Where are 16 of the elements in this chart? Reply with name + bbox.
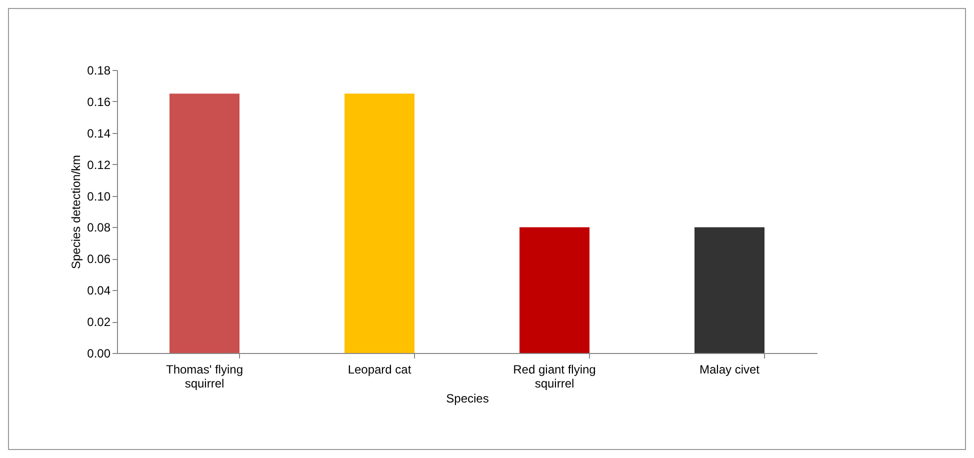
x-tick-label: Leopard cat (348, 362, 412, 376)
x-axis-title: Species (446, 392, 489, 406)
y-tick-label: 0.06 (87, 252, 111, 266)
x-tick-label: Red giant flying squirrel (513, 362, 596, 390)
y-tick-label: 0.04 (87, 284, 111, 298)
y-axis-title: Species detection/km (69, 154, 84, 270)
y-tick-label: 0.08 (87, 220, 111, 235)
y-tick-label: 0.18 (87, 64, 111, 78)
y-tick-label: 0.12 (87, 158, 111, 172)
y-tick-label: 0.14 (87, 126, 111, 140)
y-tick-label: 0.00 (87, 346, 111, 360)
x-tick-label: Malay civet (699, 362, 760, 376)
y-tick-label: 0.10 (87, 189, 111, 204)
y-tick-label: 0.02 (87, 315, 111, 330)
x-tick-label: Thomas' flying squirrel (166, 362, 243, 390)
y-tick-label: 0.16 (87, 94, 111, 109)
